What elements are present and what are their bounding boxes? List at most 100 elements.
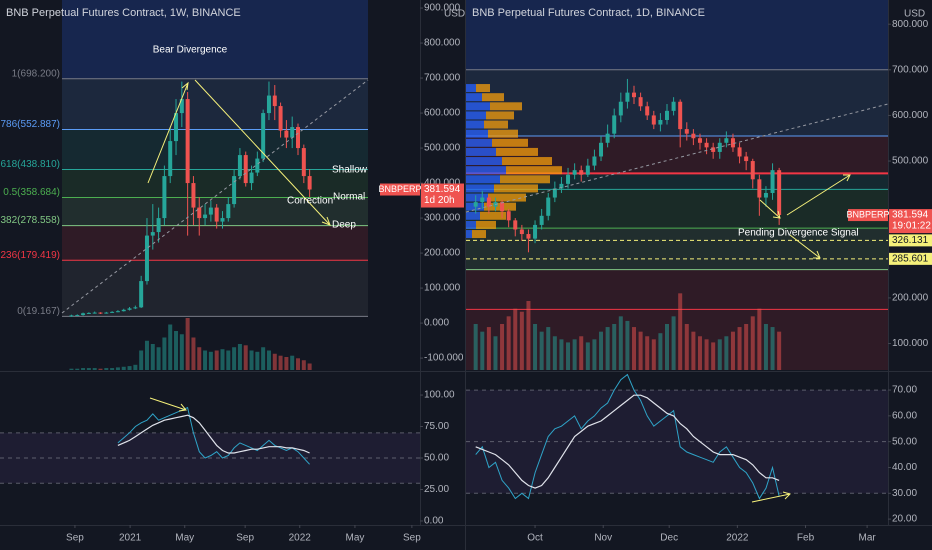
currency-label: USD	[444, 9, 465, 20]
candle-body	[92, 312, 97, 314]
mark-box	[889, 234, 932, 247]
y-tick-label: 100.000	[424, 283, 461, 294]
profile-sell	[480, 211, 506, 220]
zone	[466, 269, 888, 310]
volume-bar	[127, 366, 132, 370]
candle-body	[763, 192, 768, 198]
volume-bar	[174, 331, 179, 370]
profile-buy	[466, 184, 494, 193]
candle-body	[533, 224, 538, 239]
candle-body	[255, 158, 260, 173]
volume-bar	[664, 324, 669, 370]
candle-body	[500, 202, 505, 212]
rsi-tick-label: 0.00	[424, 516, 444, 527]
candle-body	[486, 197, 491, 207]
volume-bar	[168, 324, 173, 370]
candle-body	[81, 313, 86, 316]
volume-bar	[150, 344, 155, 370]
candle-body	[179, 99, 184, 114]
volume-bar	[691, 331, 696, 370]
candle-body	[730, 138, 735, 148]
volume-bar	[480, 331, 485, 370]
candle-body	[115, 311, 120, 313]
volume-bar	[214, 350, 219, 370]
profile-buy	[466, 84, 476, 93]
annotation: Correction	[287, 196, 333, 207]
candle-body	[290, 127, 295, 138]
candle-body	[301, 148, 306, 177]
x-tick-label: Sep	[403, 533, 421, 544]
volume-bar	[658, 333, 663, 370]
candle-body	[737, 147, 742, 157]
candle-body	[144, 235, 149, 282]
volume-bar	[552, 336, 557, 370]
profile-sell	[484, 202, 516, 211]
level-label: 0(19.167)	[17, 306, 60, 317]
candle-body	[777, 170, 782, 216]
rsi-tick-label: 25.00	[424, 484, 449, 495]
candle-body	[220, 218, 225, 222]
y-tick-label: 600.000	[892, 110, 929, 121]
x-tick-label: Dec	[660, 533, 678, 544]
volume-bar	[278, 355, 283, 370]
candle-body	[552, 188, 557, 198]
volume-bar	[249, 350, 254, 370]
profile-buy	[466, 230, 472, 239]
candle-body	[480, 197, 485, 203]
volume-bar	[599, 331, 604, 370]
symbol-box	[848, 209, 888, 222]
volume-bar	[220, 349, 225, 370]
candle-body	[691, 133, 696, 139]
candle-body	[632, 92, 637, 98]
rsi-line	[475, 373, 780, 500]
candle-body	[174, 113, 179, 142]
profile-buy	[466, 220, 476, 229]
volume-bar	[638, 331, 643, 370]
candle-body	[671, 101, 676, 111]
candle-body	[684, 129, 689, 134]
volume-bar	[162, 337, 167, 370]
volume-bar	[645, 336, 650, 370]
candle-body	[678, 101, 683, 130]
volume-bar	[493, 336, 498, 370]
volume-bar	[684, 324, 689, 370]
symbol-label: BNBPERP	[846, 209, 889, 219]
volume-bar	[121, 366, 126, 370]
zone	[62, 225, 368, 261]
volume-bar	[296, 358, 301, 370]
zone	[62, 260, 368, 317]
profile-sell	[506, 166, 562, 175]
level-label: 1(698.200)	[12, 68, 60, 79]
volume-bar	[566, 342, 571, 370]
volume-bar	[197, 347, 202, 370]
volume-bar	[144, 340, 149, 370]
rsi-tick-label: 60.00	[892, 411, 917, 422]
chart-title: BNB Perpetual Futures Contract, 1D, BINA…	[472, 7, 705, 19]
y-tick-label: 0.000	[424, 318, 449, 329]
profile-buy	[466, 175, 500, 184]
price-label: 381.594	[424, 184, 461, 195]
profile-sell	[494, 184, 538, 193]
zone	[62, 78, 368, 130]
x-tick-label: Feb	[797, 533, 815, 544]
candle-body	[519, 229, 524, 235]
candle-body	[592, 156, 597, 166]
volume-bar	[671, 316, 676, 370]
profile-buy	[466, 193, 488, 202]
rsi-tick-label: 50.00	[892, 436, 917, 447]
volume-bar	[750, 316, 755, 370]
volume-bar	[500, 324, 505, 370]
level-label: 0.236(179.419)	[0, 250, 60, 261]
y-tick-label: 300.000	[424, 213, 461, 224]
profile-buy	[466, 166, 506, 175]
profile-sell	[500, 175, 550, 184]
volume-bar	[678, 293, 683, 370]
rsi-tick-label: 75.00	[424, 421, 449, 432]
volume-bar	[139, 350, 144, 370]
profile-buy	[466, 129, 488, 138]
chart-title: BNB Perpetual Futures Contract, 1W, BINA…	[6, 7, 241, 19]
volume-bar	[513, 308, 518, 370]
volume-bar	[290, 355, 295, 370]
candle-body	[133, 307, 138, 309]
